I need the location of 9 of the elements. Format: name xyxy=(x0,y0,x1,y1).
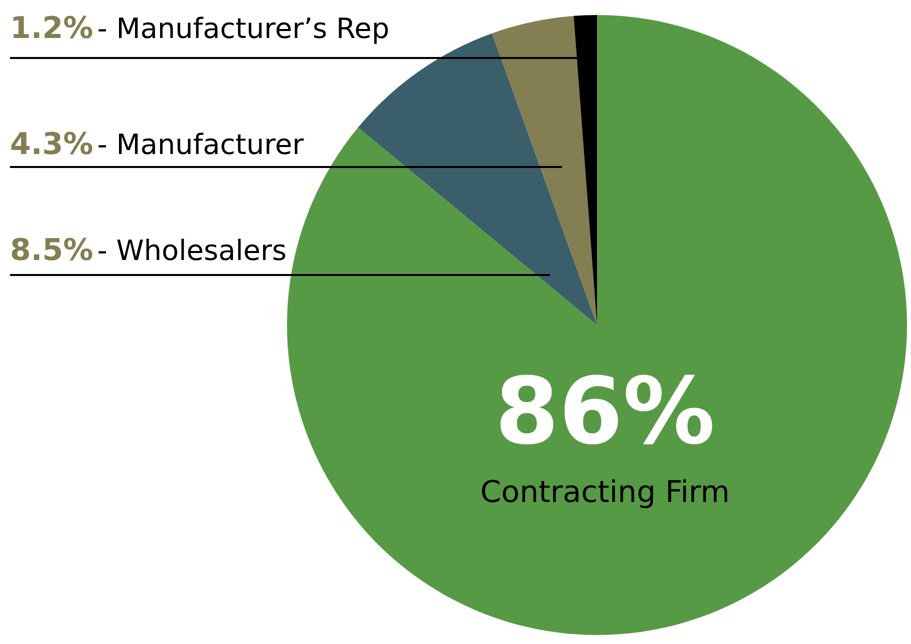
text: - Manufacturer xyxy=(97,128,304,161)
slice-label: Contracting Firm xyxy=(480,475,730,510)
data-label: 1.2% xyxy=(10,11,94,46)
data-label: 4.3% xyxy=(10,127,94,162)
text: - Manufacturer’s Rep xyxy=(97,12,390,45)
text: - Wholesalers xyxy=(97,234,287,267)
data-label: 86% xyxy=(494,358,716,465)
data-label: 8.5% xyxy=(10,233,94,268)
pie-slice xyxy=(492,16,597,325)
